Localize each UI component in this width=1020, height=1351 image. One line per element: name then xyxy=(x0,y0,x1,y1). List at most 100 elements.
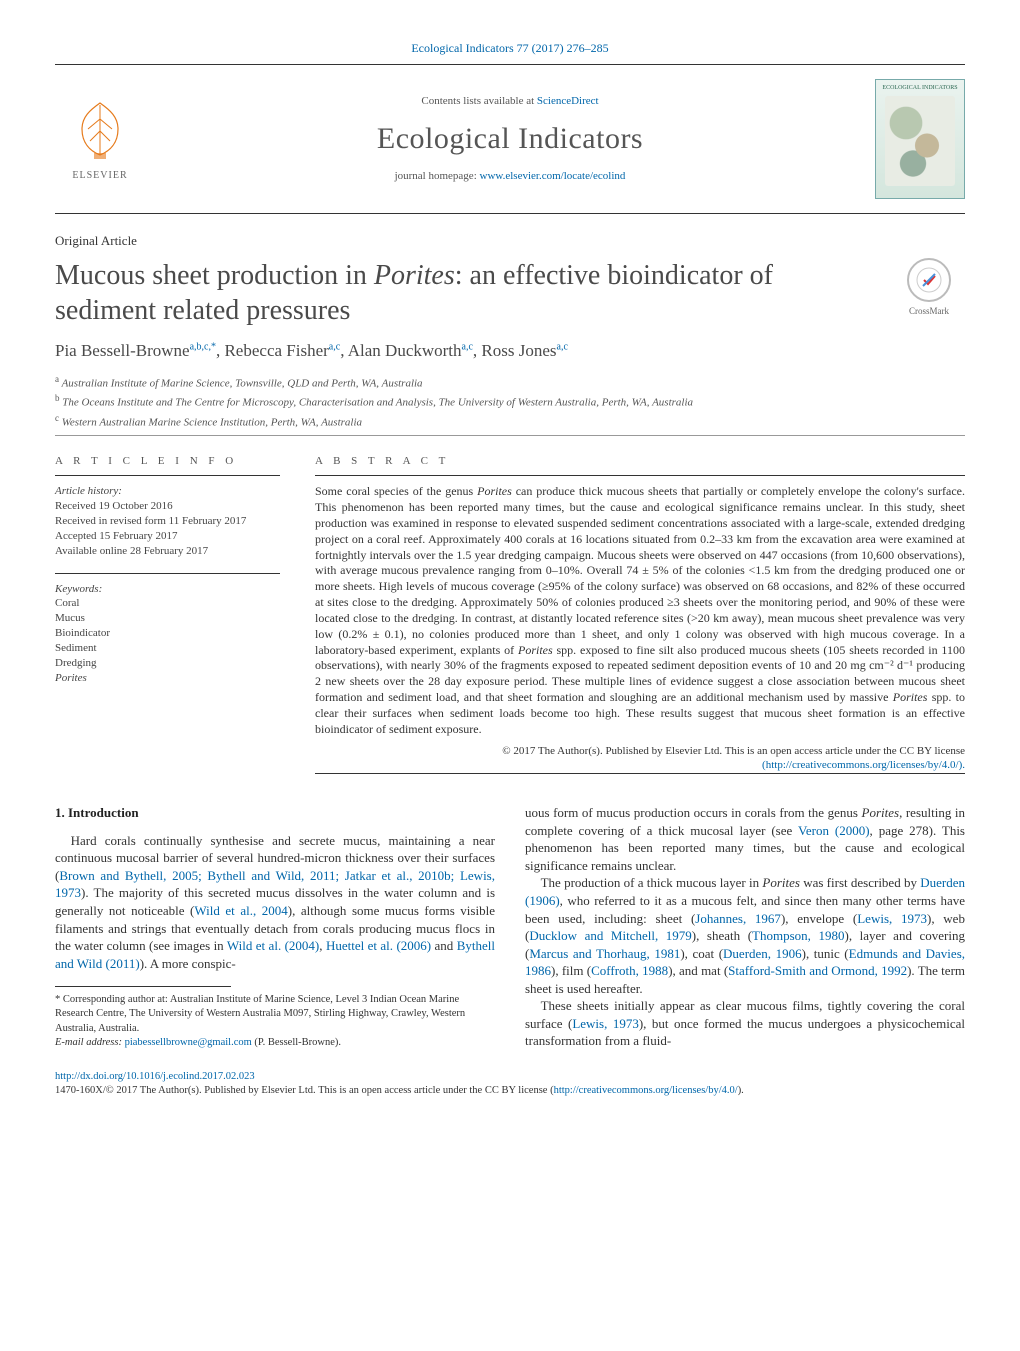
ref-stafford[interactable]: Stafford-Smith and Ormond, 1992 xyxy=(728,963,907,978)
author-2: Rebecca Fisher xyxy=(224,341,328,360)
corr-footnote: * Corresponding author at: Australian In… xyxy=(55,993,495,1036)
author-3: Alan Duckworth xyxy=(348,341,462,360)
abstract-rule xyxy=(315,475,965,476)
author-3-aff: a,c xyxy=(462,341,473,352)
author-1-aff: a,b,c, xyxy=(190,341,211,352)
doi-link[interactable]: http://dx.doi.org/10.1016/j.ecolind.2017… xyxy=(55,1071,255,1082)
body-two-column: 1. Introduction Hard corals continually … xyxy=(55,804,965,1050)
intro-p1-left: Hard corals continually synthesise and s… xyxy=(55,832,495,972)
contents-prefix: Contents lists available at xyxy=(421,95,536,107)
p1e: and xyxy=(431,938,457,953)
author-1: Pia Bessell-Browne xyxy=(55,341,190,360)
affiliation-c: Western Australian Marine Science Instit… xyxy=(62,417,362,429)
ref-ducklow[interactable]: Ducklow and Mitchell, 1979 xyxy=(529,928,691,943)
keyword-2: Bioindicator xyxy=(55,626,280,641)
article-info-column: A R T I C L E I N F O Article history: R… xyxy=(55,454,280,782)
info-rule-2 xyxy=(55,573,280,574)
intro-heading: 1. Introduction xyxy=(55,804,495,822)
cc-link-footer[interactable]: http://creativecommons.org/licenses/by/4… xyxy=(554,1085,738,1096)
abs-em3: Porites xyxy=(893,690,928,704)
keyword-5: Porites xyxy=(55,671,280,686)
journal-homepage: journal homepage: www.elsevier.com/locat… xyxy=(163,169,857,184)
p2j: ), film ( xyxy=(551,963,591,978)
abstract-heading: A B S T R A C T xyxy=(315,454,965,469)
ref-coffroth[interactable]: Coffroth, 1988 xyxy=(591,963,668,978)
p2h: ), coat ( xyxy=(680,946,723,961)
author-1-corr: * xyxy=(211,341,216,352)
email-footnote: E-mail address: piabessellbrowne@gmail.c… xyxy=(55,1036,495,1050)
p2a: The production of a thick mucous layer i… xyxy=(541,875,763,890)
ref-wild-2004b[interactable]: Wild et al. (2004) xyxy=(227,938,319,953)
article-title: Mucous sheet production in Porites: an e… xyxy=(55,258,873,328)
abstract-rule-bottom xyxy=(315,773,965,774)
email-label: E-mail address: xyxy=(55,1037,125,1048)
ref-johannes[interactable]: Johannes, 1967 xyxy=(695,911,781,926)
email-who: (P. Bessell-Browne). xyxy=(252,1037,341,1048)
authors: Pia Bessell-Brownea,b,c,*, Rebecca Fishe… xyxy=(55,340,965,363)
p1em: Porites xyxy=(862,805,900,820)
journal-name: Ecological Indicators xyxy=(163,119,857,160)
abs-em2: Porites xyxy=(518,643,553,657)
ref-duerden-2[interactable]: Duerden, 1906 xyxy=(723,946,802,961)
journal-header: ELSEVIER Contents lists available at Sci… xyxy=(55,71,965,207)
email-link[interactable]: piabessellbrowne@gmail.com xyxy=(125,1037,252,1048)
affiliations: a Australian Institute of Marine Science… xyxy=(55,373,965,432)
crossmark-label: CrossMark xyxy=(909,305,949,317)
history-online: Available online 28 February 2017 xyxy=(55,545,208,557)
journal-cover-thumb: ECOLOGICAL INDICATORS xyxy=(875,79,965,199)
info-rule xyxy=(55,475,280,476)
rule-under-header xyxy=(55,213,965,214)
ref-thompson[interactable]: Thompson, 1980 xyxy=(752,928,844,943)
publisher-logo-block: ELSEVIER xyxy=(55,79,145,199)
history-received: Received 19 October 2016 xyxy=(55,500,173,512)
intro-p3: These sheets initially appear as clear m… xyxy=(525,997,965,1050)
abs-em1: Porites xyxy=(477,484,512,498)
rule-under-aff xyxy=(55,435,965,436)
ref-wild-2004[interactable]: Wild et al., 2004 xyxy=(194,903,287,918)
keywords-label: Keywords: xyxy=(55,582,280,597)
affiliation-b: The Oceans Institute and The Centre for … xyxy=(62,397,693,409)
keyword-4: Dredging xyxy=(55,656,280,671)
abstract-text: Some coral species of the genus Porites … xyxy=(315,484,965,737)
p2f: ), sheath ( xyxy=(692,928,752,943)
p2b: was first described by xyxy=(800,875,920,890)
issn-tail: ). xyxy=(738,1085,744,1096)
sciencedirect-link[interactable]: ScienceDirect xyxy=(537,95,599,107)
footnote-separator xyxy=(55,986,231,987)
p2k: ), and mat ( xyxy=(668,963,728,978)
crossmark-badge[interactable]: CrossMark xyxy=(893,258,965,317)
p1f: ). A more conspic- xyxy=(140,956,236,971)
cc-link[interactable]: (http://creativecommons.org/licenses/by/… xyxy=(762,759,965,771)
abs-t2: can produce thick mucous sheets that par… xyxy=(315,484,965,656)
ref-veron[interactable]: Veron (2000) xyxy=(798,823,870,838)
affiliation-a: Australian Institute of Marine Science, … xyxy=(62,377,423,389)
p1g: uous form of mucus production occurs in … xyxy=(525,805,862,820)
keyword-0: Coral xyxy=(55,596,280,611)
issn-line: 1470-160X/© 2017 The Author(s). Publishe… xyxy=(55,1085,554,1096)
author-4: Ross Jones xyxy=(481,341,556,360)
title-pre: Mucous sheet production in xyxy=(55,260,374,291)
history-accepted: Accepted 15 February 2017 xyxy=(55,530,178,542)
journal-home-link[interactable]: www.elsevier.com/locate/ecolind xyxy=(480,170,626,182)
history-label: Article history: xyxy=(55,484,280,499)
contents-available: Contents lists available at ScienceDirec… xyxy=(163,94,857,109)
p2d: ), envelope ( xyxy=(781,911,857,926)
p2i: ), tunic ( xyxy=(802,946,849,961)
abstract-copyright: © 2017 The Author(s). Published by Elsev… xyxy=(315,744,965,774)
intro-p1-right: uous form of mucus production occurs in … xyxy=(525,804,965,874)
title-genus: Porites xyxy=(374,260,455,291)
ref-lewis-2[interactable]: Lewis, 1973 xyxy=(572,1016,639,1031)
cover-image-icon xyxy=(885,96,955,186)
intro-p2: The production of a thick mucous layer i… xyxy=(525,874,965,997)
article-info-heading: A R T I C L E I N F O xyxy=(55,454,280,469)
p2em: Porites xyxy=(762,875,800,890)
ref-marcus[interactable]: Marcus and Thorhaug, 1981 xyxy=(529,946,680,961)
history-revised: Received in revised form 11 February 201… xyxy=(55,515,246,527)
author-4-aff: a,c xyxy=(557,341,568,352)
ref-lewis[interactable]: Lewis, 1973 xyxy=(857,911,927,926)
ref-huettel[interactable]: Huettel et al. (2006) xyxy=(326,938,431,953)
abstract-column: A B S T R A C T Some coral species of th… xyxy=(315,454,965,782)
publisher-name: ELSEVIER xyxy=(72,169,127,183)
abs-t1: Some coral species of the genus xyxy=(315,484,477,498)
elsevier-tree-icon xyxy=(70,95,130,163)
